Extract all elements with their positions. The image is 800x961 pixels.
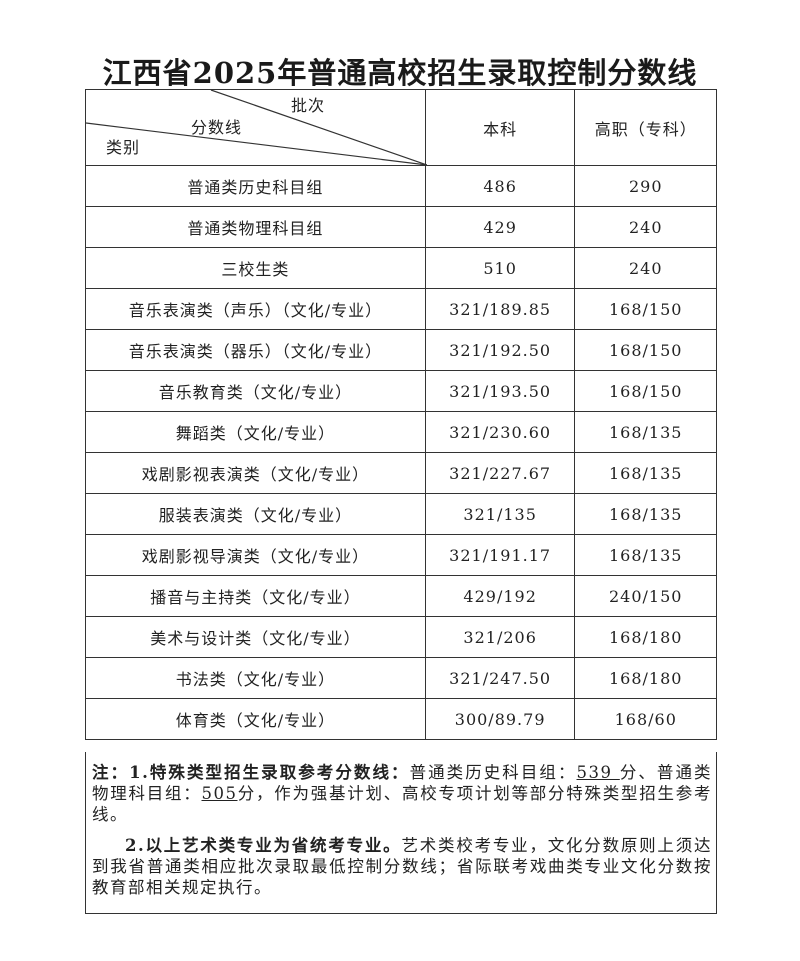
score-table: 批次 分数线 类别 本科 高职（专科） 普通类历史科目组 486 290 普通类物理科…: [85, 89, 717, 740]
category-cell: 戏剧影视导演类（文化/专业）: [85, 534, 426, 576]
gaozhi-score-cell: 168/135: [574, 493, 717, 535]
table-header-row: 批次 分数线 类别 本科 高职（专科）: [85, 89, 717, 166]
table-row: 音乐表演类（器乐）（文化/专业） 321/192.50 168/150: [85, 329, 717, 371]
note-1: 注：1.特殊类型招生录取参考分数线：普通类历史科目组：539 分、普通类物理科目…: [92, 762, 712, 825]
gaozhi-score-cell: 168/180: [574, 657, 717, 699]
benke-score-cell: 321/247.50: [424, 657, 576, 699]
table-row: 普通类物理科目组 429 240: [85, 206, 717, 248]
note-2: 2.以上艺术类专业为省统考专业。艺术类校考专业，文化分数原则上须达到我省普通类相…: [92, 835, 712, 898]
table-row: 播音与主持类（文化/专业） 429/192 240/150: [85, 575, 717, 617]
category-cell: 音乐表演类（器乐）（文化/专业）: [85, 329, 426, 371]
table-row: 舞蹈类（文化/专业） 321/230.60 168/135: [85, 411, 717, 453]
benke-score-cell: 321/189.85: [424, 288, 576, 330]
benke-score-cell: 321/227.67: [424, 452, 576, 494]
table-row: 普通类历史科目组 486 290: [85, 165, 717, 207]
table-row: 戏剧影视导演类（文化/专业） 321/191.17 168/135: [85, 534, 717, 576]
benke-score-cell: 486: [424, 165, 576, 207]
history-special-score: 539: [576, 763, 620, 782]
page-title: 江西省2025年普通高校招生录取控制分数线: [102, 56, 698, 90]
table-row: 书法类（文化/专业） 321/247.50 168/180: [85, 657, 717, 699]
category-cell: 书法类（文化/专业）: [85, 657, 426, 699]
physics-special-score: 505: [201, 784, 238, 803]
gaozhi-score-cell: 168/135: [574, 534, 717, 576]
batch-label: 批次: [291, 96, 326, 115]
category-cell: 美术与设计类（文化/专业）: [85, 616, 426, 658]
category-label: 类别: [106, 138, 141, 157]
benke-score-cell: 300/89.79: [424, 698, 576, 740]
header-benke: 本科: [424, 89, 576, 166]
gaozhi-score-cell: 168/150: [574, 370, 717, 412]
benke-score-cell: 429/192: [424, 575, 576, 617]
table-row: 音乐教育类（文化/专业） 321/193.50 168/150: [85, 370, 717, 412]
category-cell: 普通类历史科目组: [85, 165, 426, 207]
notes-section: 注：1.特殊类型招生录取参考分数线：普通类历史科目组：539 分、普通类物理科目…: [85, 752, 717, 914]
gaozhi-score-cell: 168/150: [574, 288, 717, 330]
note-1-text: 分、普通类物理科目组：: [92, 763, 713, 803]
note-2-heading: 2.以上艺术类专业为省统考专业。: [125, 836, 402, 855]
category-cell: 普通类物理科目组: [85, 206, 426, 248]
benke-score-cell: 321/191.17: [424, 534, 576, 576]
category-cell: 播音与主持类（文化/专业）: [85, 575, 426, 617]
benke-score-cell: 321/206: [424, 616, 576, 658]
table-row: 戏剧影视表演类（文化/专业） 321/227.67 168/135: [85, 452, 717, 494]
gaozhi-score-cell: 168/135: [574, 411, 717, 453]
gaozhi-score-cell: 240: [574, 247, 717, 289]
category-cell: 戏剧影视表演类（文化/专业）: [85, 452, 426, 494]
score-label: 分数线: [191, 118, 243, 137]
note-1-text: 普通类历史科目组：: [409, 763, 577, 782]
table-row: 服装表演类（文化/专业） 321/135 168/135: [85, 493, 717, 535]
benke-score-cell: 321/192.50: [424, 329, 576, 371]
gaozhi-score-cell: 168/150: [574, 329, 717, 371]
table-row: 美术与设计类（文化/专业） 321/206 168/180: [85, 616, 717, 658]
diagonal-header-cell: 批次 分数线 类别: [85, 89, 427, 166]
gaozhi-score-cell: 240/150: [574, 575, 717, 617]
benke-score-cell: 510: [424, 247, 576, 289]
category-cell: 服装表演类（文化/专业）: [85, 493, 426, 535]
note-1-text: 分，作为强基计划、高校专项计划等部分特殊类型招生参考线。: [92, 784, 712, 824]
category-cell: 音乐表演类（声乐）（文化/专业）: [85, 288, 426, 330]
category-cell: 舞蹈类（文化/专业）: [85, 411, 426, 453]
gaozhi-score-cell: 168/135: [574, 452, 717, 494]
benke-score-cell: 321/193.50: [424, 370, 576, 412]
benke-score-cell: 321/135: [424, 493, 576, 535]
table-row: 体育类（文化/专业） 300/89.79 168/60: [85, 698, 717, 740]
note-2-text: 艺术类校考专业，文化分数原则上须达到我省普通类相应批次录取最低控制分数线；省际联…: [92, 836, 712, 897]
header-gaozhi: 高职（专科）: [574, 89, 717, 166]
gaozhi-score-cell: 240: [574, 206, 717, 248]
category-cell: 三校生类: [85, 247, 426, 289]
note-1-heading: 注：1.特殊类型招生录取参考分数线：: [92, 763, 410, 782]
category-cell: 体育类（文化/专业）: [85, 698, 426, 740]
benke-score-cell: 429: [424, 206, 576, 248]
gaozhi-score-cell: 168/60: [574, 698, 717, 740]
table-row: 三校生类 510 240: [85, 247, 717, 289]
category-cell: 音乐教育类（文化/专业）: [85, 370, 426, 412]
diagonal-lines: [86, 90, 427, 165]
gaozhi-score-cell: 290: [574, 165, 717, 207]
gaozhi-score-cell: 168/180: [574, 616, 717, 658]
table-row: 音乐表演类（声乐）（文化/专业） 321/189.85 168/150: [85, 288, 717, 330]
benke-score-cell: 321/230.60: [424, 411, 576, 453]
